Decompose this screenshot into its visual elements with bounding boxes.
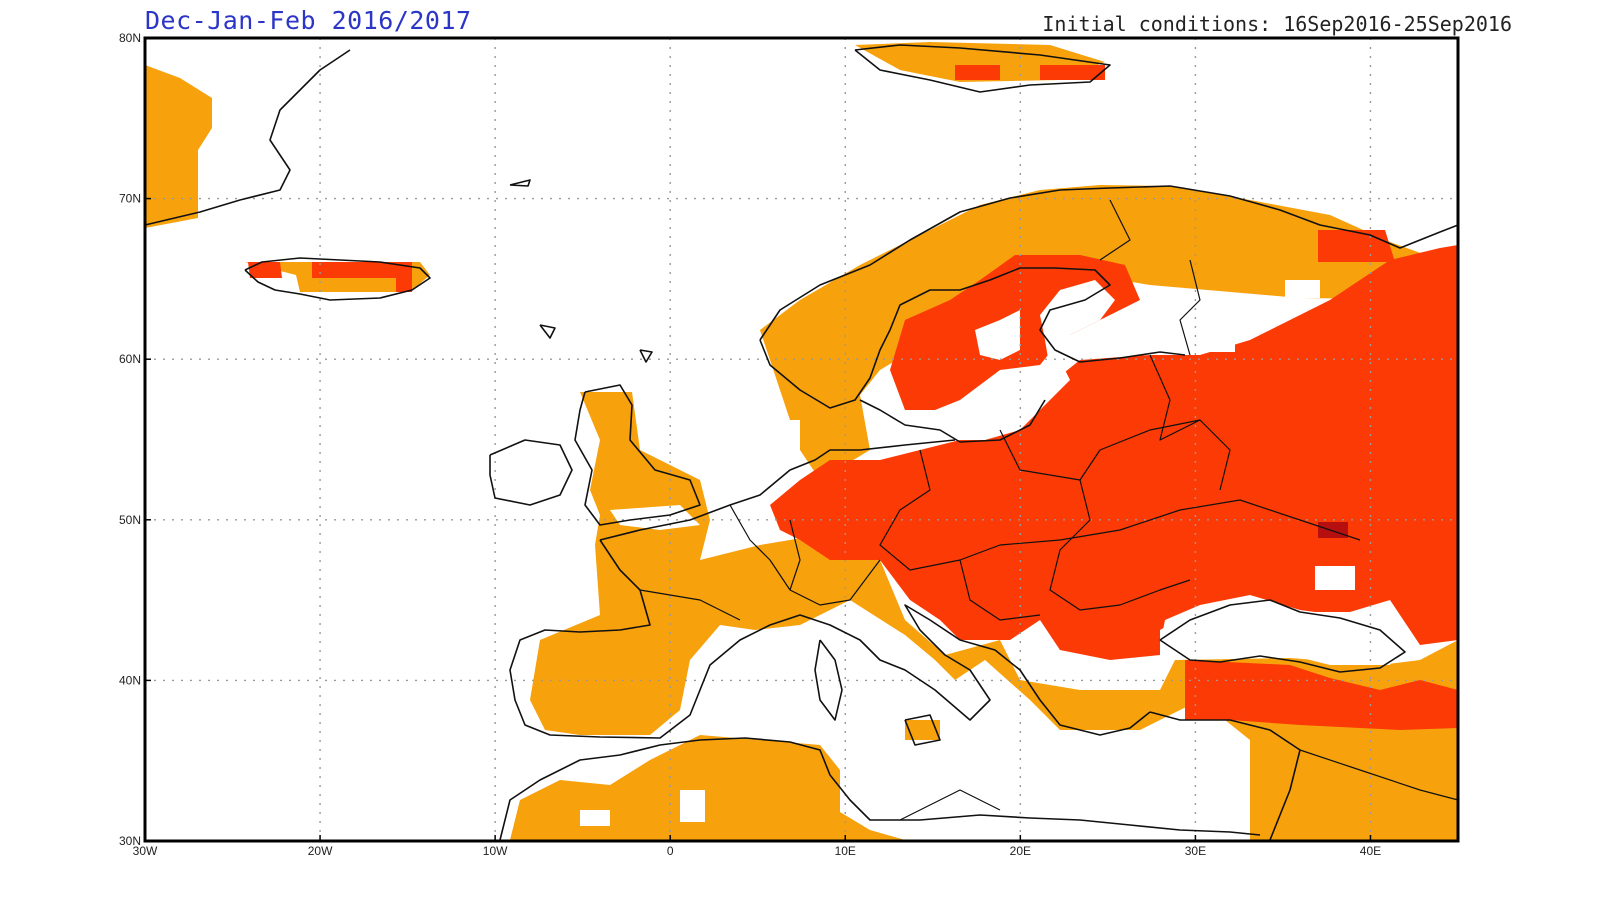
border-12 — [1299, 749, 1459, 801]
anomaly-shading — [145, 42, 1458, 840]
border-2 — [999, 419, 1231, 491]
border-9 — [1099, 199, 1131, 261]
border-3 — [1049, 479, 1191, 611]
coastline-13 — [499, 737, 1261, 841]
sea-mask-2 — [975, 310, 1020, 360]
sea-mask-4 — [1205, 342, 1235, 352]
coastlines — [144, 44, 1459, 841]
sea-mask-7 — [680, 790, 705, 822]
coastline-6 — [859, 399, 1046, 443]
border-4 — [959, 559, 1041, 621]
strong-anomaly-region-2 — [312, 262, 412, 292]
lon-tick-label-20E: 20E — [1010, 844, 1031, 858]
extreme-anomaly-cell — [1318, 522, 1348, 538]
coastline-15 — [904, 714, 941, 746]
coastline-14 — [814, 639, 843, 721]
sea-mask-1 — [960, 280, 1115, 440]
coastline-5 — [759, 267, 1186, 409]
initial-conditions-label: Initial conditions: 16Sep2016-25Sep2016 — [1042, 12, 1512, 36]
lon-tick-label-10E: 10E — [835, 844, 856, 858]
lon-tick-label-30E: 30E — [1185, 844, 1206, 858]
coastline-2 — [244, 257, 431, 301]
lat-tick-label-50N: 50N — [119, 513, 141, 527]
coastline-11 — [1149, 711, 1301, 841]
strong-anomaly-region-1 — [248, 262, 282, 278]
coastline-9 — [599, 439, 956, 541]
coastline-18 — [509, 179, 531, 187]
sea-mask-3 — [1160, 595, 1400, 665]
lat-tick-label-40N: 40N — [119, 673, 141, 687]
border-6 — [729, 504, 791, 591]
lon-tick-label-10W: 10W — [483, 844, 508, 858]
coastline-12 — [1159, 599, 1406, 673]
lat-tick-label-60N: 60N — [119, 352, 141, 366]
coastline-7 — [574, 384, 701, 526]
strong-anomaly-region-8 — [1318, 230, 1395, 262]
coastline-1 — [144, 49, 351, 226]
border-11 — [899, 789, 1001, 821]
map-frame — [143, 36, 1460, 843]
moderate-anomaly-region-1 — [145, 65, 212, 228]
coastline-17 — [639, 349, 653, 363]
border-10 — [639, 589, 741, 621]
lat-tick-label-70N: 70N — [119, 192, 141, 206]
moderate-anomaly-region-4 — [530, 392, 1458, 840]
border-1 — [879, 449, 1361, 571]
border-8 — [1179, 259, 1201, 356]
moderate-anomaly-region-8 — [905, 720, 940, 740]
sea-mask-9 — [1315, 566, 1355, 590]
lon-tick-label-30W: 30W — [133, 844, 158, 858]
coastline-3 — [854, 44, 1111, 93]
sea-mask-5 — [1285, 280, 1320, 298]
strong-anomaly-region-3 — [955, 65, 1000, 80]
strong-anomaly-region-4 — [1040, 65, 1105, 80]
border-5 — [789, 519, 881, 606]
strong-anomaly-region-5 — [770, 245, 1458, 660]
sea-mask-8 — [580, 810, 610, 826]
strong-anomaly-region-7 — [1185, 660, 1458, 730]
lon-tick-label-40E: 40E — [1360, 844, 1381, 858]
coastline-10 — [509, 539, 1151, 739]
lon-tick-label-20W: 20W — [308, 844, 333, 858]
map-title: Dec-Jan-Feb 2016/2017 — [145, 6, 472, 35]
coastline-4 — [759, 185, 1459, 341]
coastline-8 — [489, 439, 573, 506]
axis-ticks: 30W 20W 10W 0 10E 20E 30E 40E 30N 40N 50N 60N 70N 80N — [119, 31, 1381, 858]
lon-tick-label-0: 0 — [667, 844, 674, 858]
moderate-anomaly-region-5 — [760, 185, 1458, 420]
lat-tick-label-30N: 30N — [119, 834, 141, 848]
border-7 — [1149, 354, 1201, 441]
coastline-16 — [539, 324, 556, 339]
lat-tick-label-80N: 80N — [119, 31, 141, 45]
